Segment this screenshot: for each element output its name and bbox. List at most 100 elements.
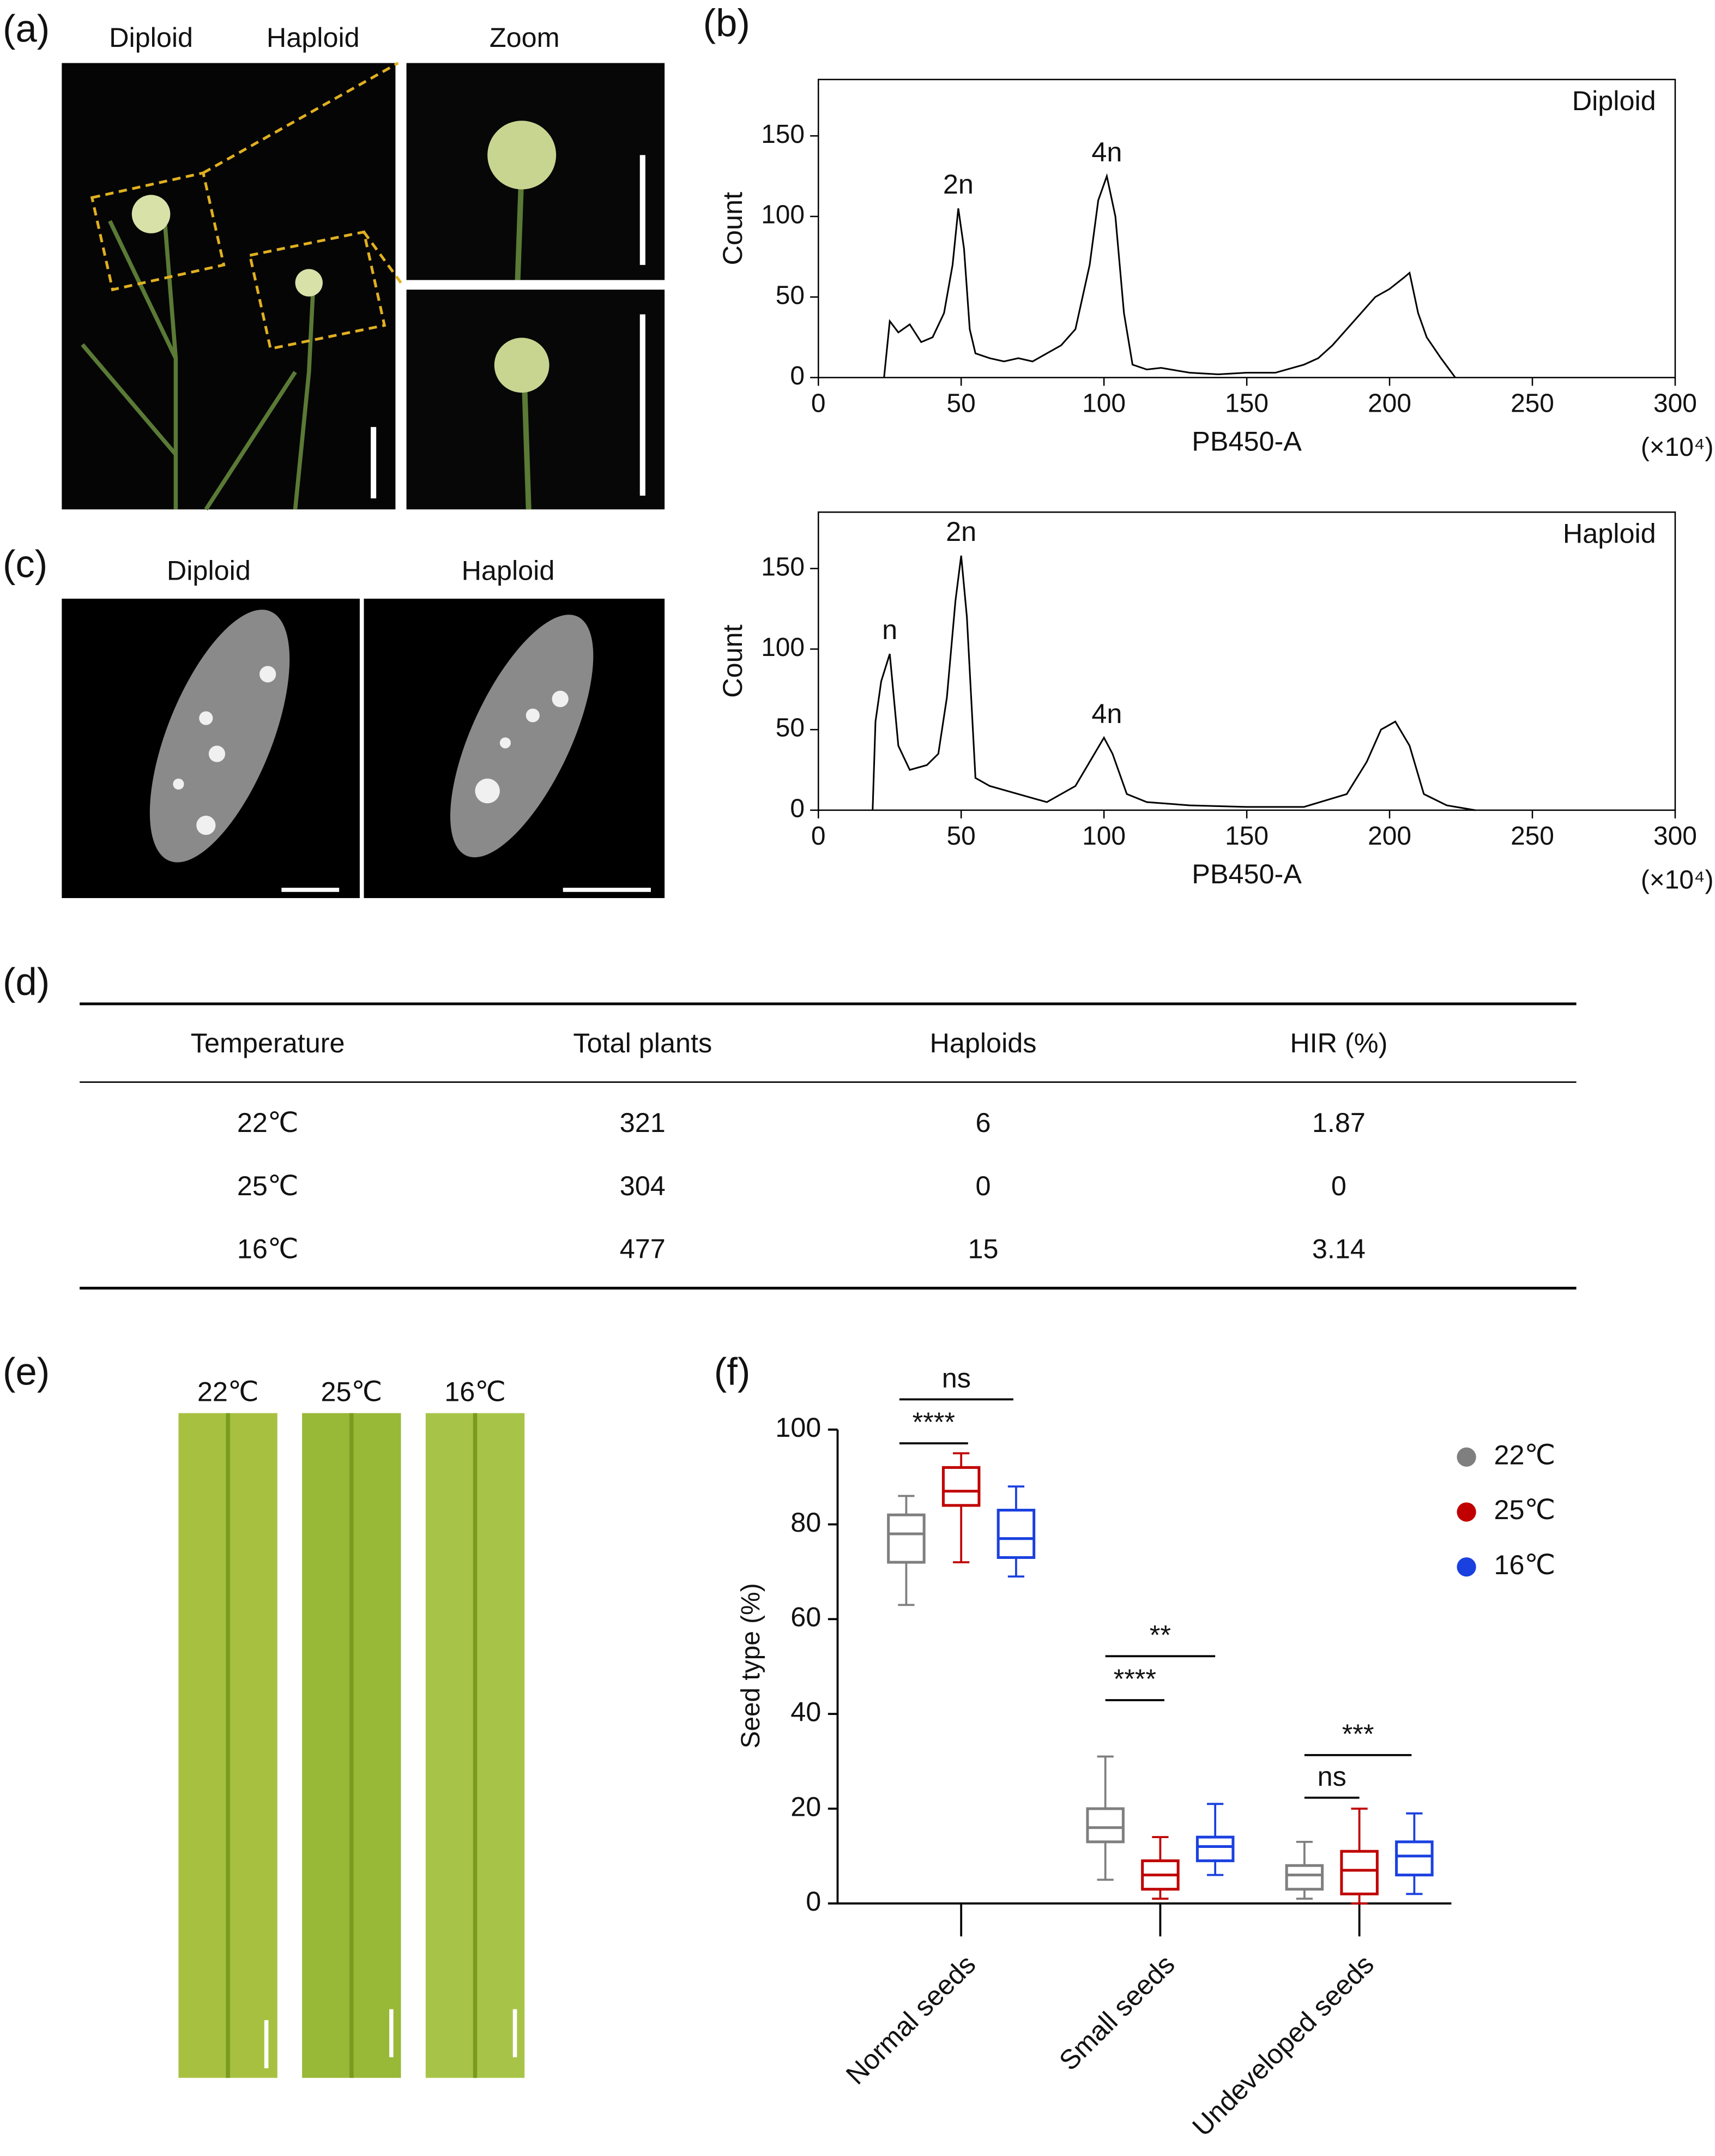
x-tick-label: 150 xyxy=(1225,822,1269,851)
y-tick-label: 100 xyxy=(761,633,805,662)
x-axis-title: PB450-A xyxy=(1192,426,1302,457)
x-unit: (×10⁴) xyxy=(1641,865,1714,894)
x-tick-label: Undeveloped seeds xyxy=(1186,1948,1380,2142)
x-tick-label: 50 xyxy=(947,822,976,851)
plot-label: Haploid xyxy=(1563,517,1656,549)
x-tick-label: 0 xyxy=(811,389,826,418)
y-tick-label: 80 xyxy=(790,1507,821,1538)
x-tick-label: 150 xyxy=(1225,389,1269,418)
x-tick-label: 250 xyxy=(1511,822,1554,851)
photo-label: 25℃ xyxy=(321,1376,383,1407)
box xyxy=(997,1509,1036,1559)
box xyxy=(1195,1835,1235,1863)
significance-label: **** xyxy=(1114,1663,1156,1694)
table-header: Total plants xyxy=(573,1027,712,1058)
significance-label: **** xyxy=(913,1406,955,1437)
table-cell: 304 xyxy=(620,1170,666,1201)
photo-label: 16℃ xyxy=(444,1376,506,1407)
y-tick-label: 20 xyxy=(790,1791,821,1822)
y-tick-label: 0 xyxy=(790,794,805,823)
plot-frame xyxy=(817,79,1676,378)
significance-label: ns xyxy=(942,1362,971,1393)
panel-label: (b) xyxy=(703,1,750,44)
peak-label: 2n xyxy=(943,168,974,200)
histogram-line xyxy=(883,173,1456,378)
y-tick-label: 60 xyxy=(790,1601,821,1633)
photo-label: 22℃ xyxy=(197,1376,259,1407)
x-tick-label: Small seeds xyxy=(1053,1948,1180,2076)
panel-label: (c) xyxy=(3,543,47,586)
y-axis-title: Count xyxy=(717,192,748,265)
x-tick-label: Normal seeds xyxy=(840,1948,982,2090)
y-tick-label: 50 xyxy=(776,281,805,310)
panel-label: (e) xyxy=(3,1350,50,1393)
table-cell: 25℃ xyxy=(237,1170,299,1201)
table-cell: 22℃ xyxy=(237,1107,299,1138)
x-axis-title: PB450-A xyxy=(1192,858,1302,889)
x-tick-label: 300 xyxy=(1653,389,1697,418)
x-tick-label: 100 xyxy=(1082,822,1126,851)
significance-label: ns xyxy=(1318,1761,1346,1792)
x-tick-label: 200 xyxy=(1368,389,1411,418)
y-tick-label: 100 xyxy=(761,201,805,230)
x-tick-label: 300 xyxy=(1653,822,1697,851)
table-rules xyxy=(80,1002,1577,1290)
table-cell: 16℃ xyxy=(237,1233,299,1264)
table-cell: 321 xyxy=(620,1107,666,1138)
photo-a xyxy=(62,62,665,511)
table-header: Haploids xyxy=(929,1027,1036,1058)
y-tick-label: 150 xyxy=(761,120,805,149)
table-cell: 3.14 xyxy=(1312,1233,1366,1264)
photo-label: Haploid xyxy=(462,555,555,586)
x-tick-label: 100 xyxy=(1082,389,1126,418)
x-tick-label: 0 xyxy=(811,822,826,851)
table-cell: 15 xyxy=(968,1233,998,1264)
table-header: HIR (%) xyxy=(1290,1027,1387,1058)
y-tick-label: 50 xyxy=(776,714,805,743)
significance-label: ** xyxy=(1150,1619,1171,1650)
legend-label: 16℃ xyxy=(1494,1549,1555,1580)
x-tick-label: 250 xyxy=(1511,389,1554,418)
y-axis-title: Count xyxy=(717,624,748,697)
histogram-line xyxy=(872,555,1476,811)
photo-e xyxy=(178,1413,525,2078)
y-tick-label: 150 xyxy=(761,552,805,581)
box xyxy=(1395,1840,1434,1877)
y-tick-label: 100 xyxy=(775,1412,821,1443)
peak-label: n xyxy=(882,614,897,645)
legend-marker xyxy=(1457,1502,1476,1522)
plot-label: Diploid xyxy=(1572,85,1656,116)
peak-label: 2n xyxy=(946,516,976,547)
box xyxy=(1285,1864,1324,1891)
y-tick-label: 0 xyxy=(790,362,805,390)
x-tick-label: 50 xyxy=(947,389,976,418)
table-cell: 1.87 xyxy=(1312,1107,1366,1138)
y-tick-label: 0 xyxy=(806,1886,821,1917)
x-tick-label: 200 xyxy=(1368,822,1411,851)
table-header: Temperature xyxy=(191,1027,345,1058)
legend-label: 25℃ xyxy=(1494,1494,1555,1525)
significance-label: *** xyxy=(1342,1718,1374,1749)
table-cell: 0 xyxy=(1331,1170,1346,1201)
plot-frame xyxy=(817,511,1676,811)
legend-label: 22℃ xyxy=(1494,1440,1555,1471)
table-cell: 6 xyxy=(975,1107,991,1138)
peak-label: 4n xyxy=(1091,698,1122,729)
photo-label: Diploid xyxy=(109,22,193,53)
box xyxy=(887,1513,926,1564)
box xyxy=(941,1466,981,1507)
panel-label: (f) xyxy=(714,1350,751,1393)
panel-label: (d) xyxy=(3,960,50,1003)
table-cell: 477 xyxy=(620,1233,666,1264)
photo-label: Zoom xyxy=(490,22,560,53)
legend-marker xyxy=(1457,1447,1476,1467)
table-cell: 0 xyxy=(975,1170,991,1201)
box xyxy=(1086,1807,1125,1844)
y-tick-label: 40 xyxy=(790,1696,821,1727)
photo-c xyxy=(62,598,665,899)
y-axis-title: Seed type (%) xyxy=(736,1583,765,1748)
x-unit: (×10⁴) xyxy=(1641,433,1714,462)
photo-label: Haploid xyxy=(267,22,360,53)
box xyxy=(1340,1850,1379,1895)
